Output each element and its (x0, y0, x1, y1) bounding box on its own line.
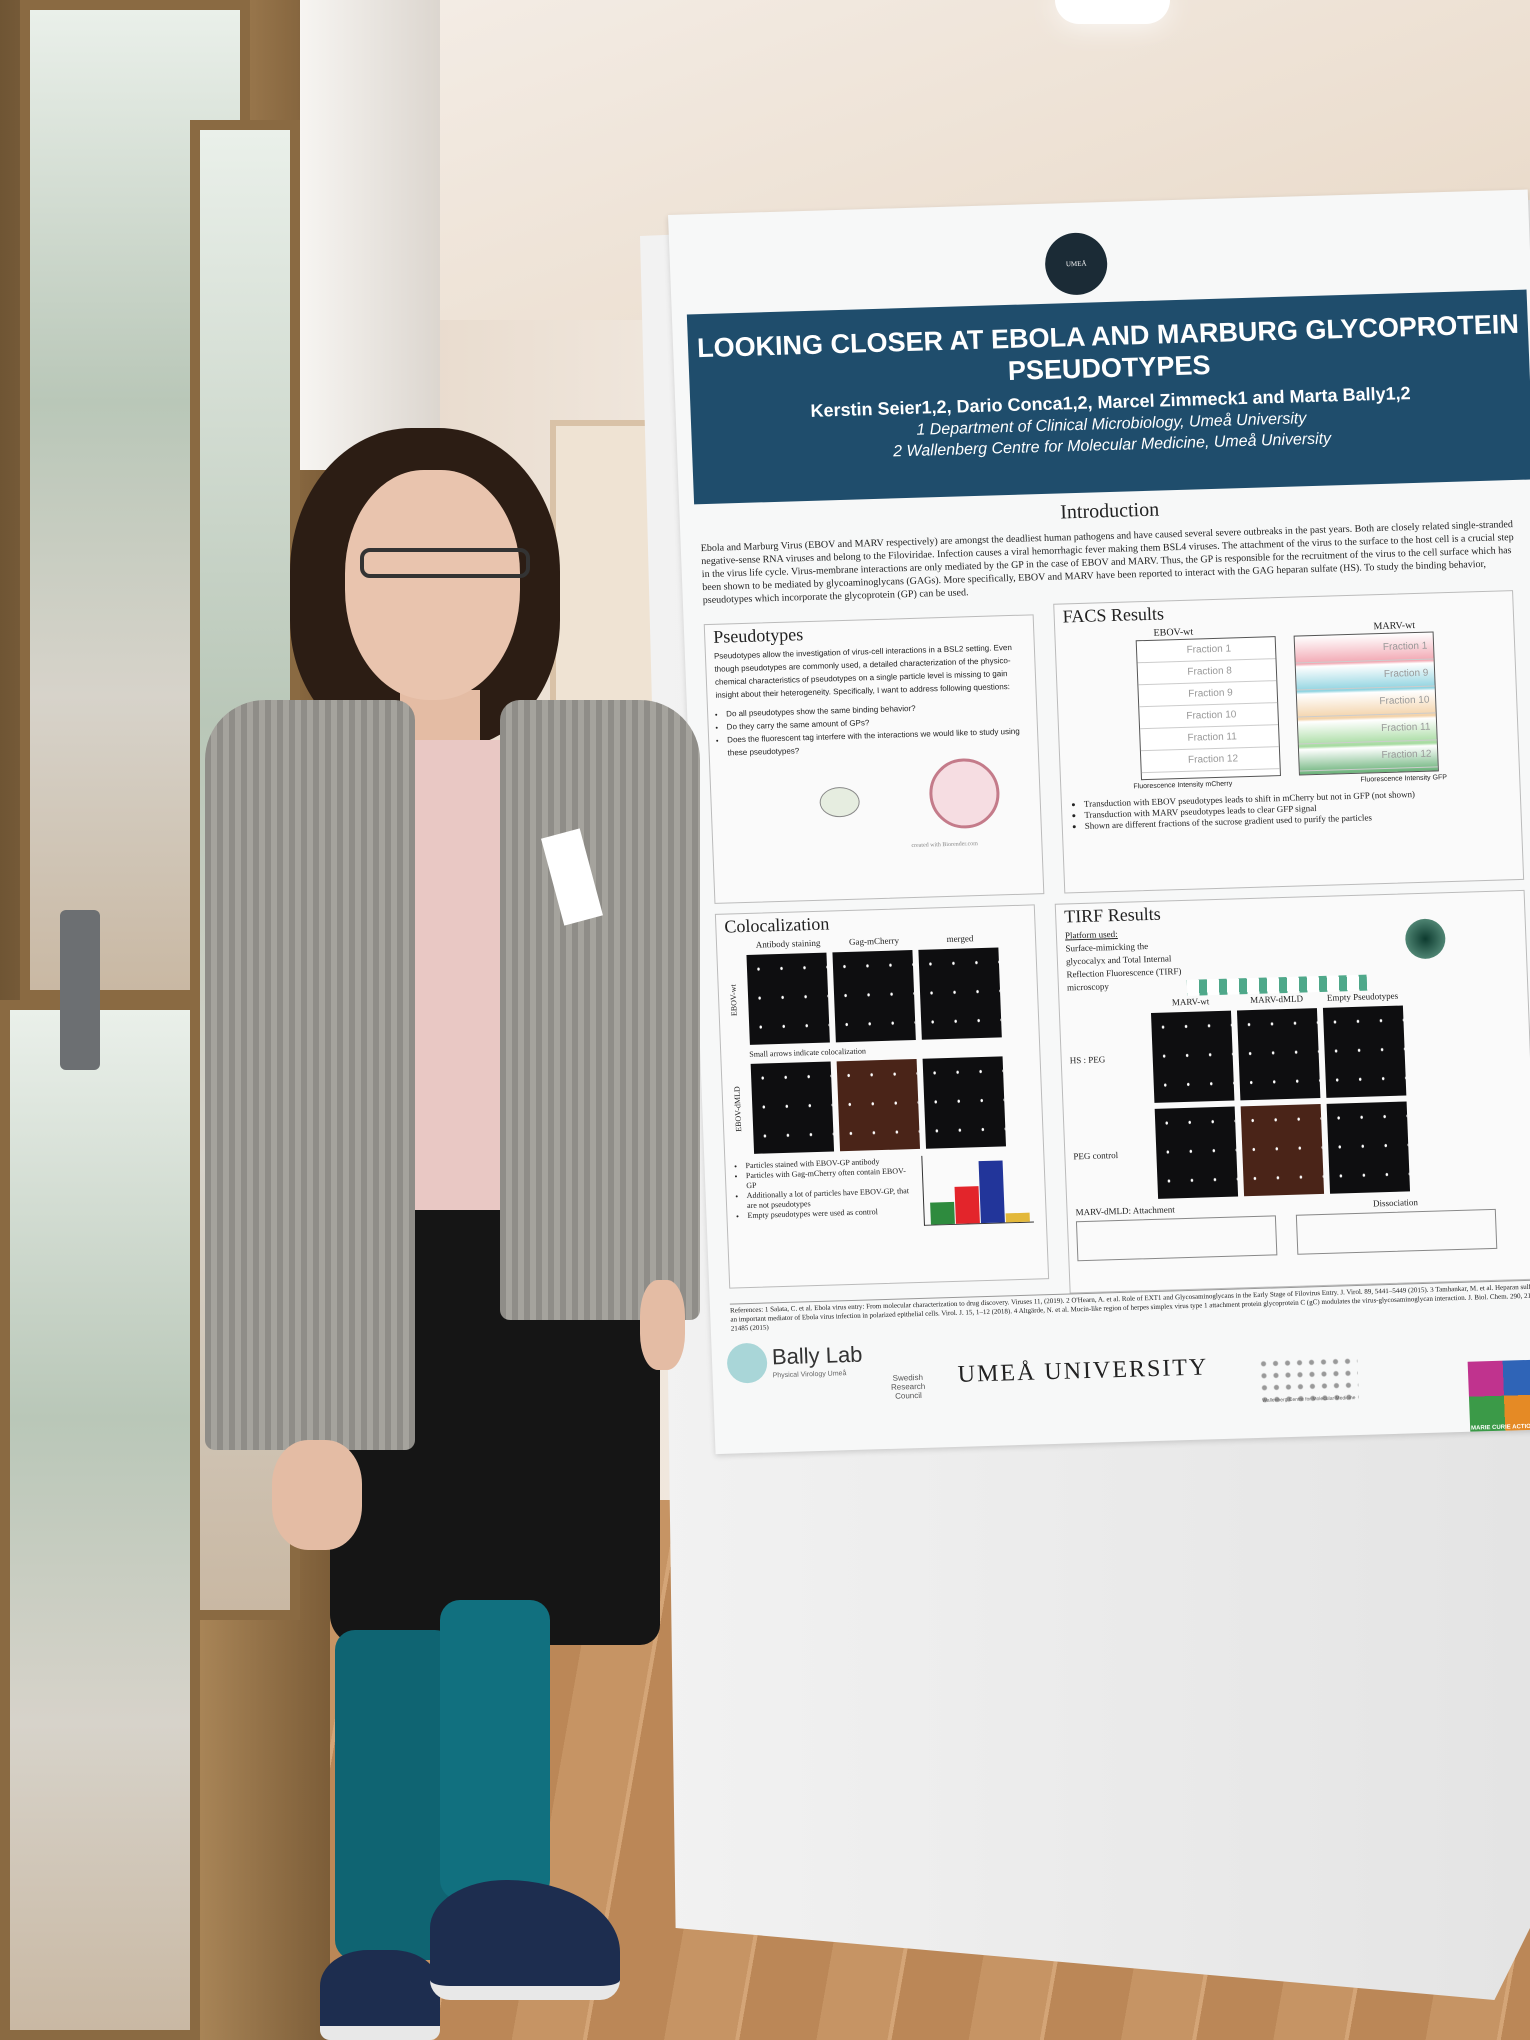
swedish-research-council-logo: Swedish Research Council (890, 1372, 926, 1401)
section-title: Colocalization (723, 913, 830, 937)
column-label: MARV-dMLD (1249, 993, 1304, 1006)
section-text: Pseudotypes allow the investigation of v… (713, 642, 1012, 700)
row-label: EBOV-wt (728, 984, 739, 1017)
glasses (360, 548, 530, 578)
micrograph (832, 950, 916, 1043)
marv-xlabel: Fluorescence Intensity GFP (1360, 774, 1448, 784)
person-hand (272, 1440, 362, 1550)
column-label: merged (946, 933, 974, 945)
umea-seal-logo: UMEÅ (1044, 232, 1109, 296)
person-face (345, 470, 520, 700)
micrograph (836, 1058, 921, 1152)
ebov-histogram: Fraction 1 Fraction 8 Fraction 9 Fraction 1… (1135, 636, 1281, 781)
bally-lab-logo-icon (726, 1342, 768, 1384)
tirf-section: TIRF Results Platform used: Surface-mimic… (1054, 889, 1530, 1294)
white-column (300, 0, 440, 470)
colocalization-section: Colocalization Antibody staining Gag-mChe… (714, 904, 1050, 1289)
micrograph (750, 1061, 835, 1154)
bar (1005, 1212, 1030, 1223)
wcmm-logo: Wallenberg Centre for Molecular Medicine (1257, 1355, 1360, 1404)
row-label: HS : PEG (1069, 1053, 1106, 1065)
row-label: EBOV-dMLD (732, 1086, 744, 1133)
sponsor-logos: Bally Lab Physical Virology Umeå Swedish… (726, 1319, 1530, 1474)
bar (930, 1201, 955, 1225)
dissociation-plot (1295, 1208, 1498, 1255)
row-label: PEG control (1073, 1149, 1119, 1161)
column-label: Empty Pseudotypes (1326, 990, 1399, 1003)
poster-header: LOOKING CLOSER AT EBOLA AND MARBURG GLYC… (686, 289, 1530, 505)
column-label: Antibody staining (755, 937, 821, 950)
bar (954, 1186, 980, 1224)
micrograph (746, 952, 830, 1045)
marv-label: MARV-wt (1373, 620, 1416, 633)
research-poster: UMEÅ LOOKING CLOSER AT EBOLA AND MARBURG… (668, 189, 1530, 1455)
bar (978, 1160, 1005, 1224)
platform-text: Surface-mimicking the glycocalyx and Tot… (1065, 941, 1182, 993)
pseudotypes-section: Pseudotypes Pseudotypes allow the invest… (703, 614, 1045, 904)
bally-lab-subtitle: Physical Virology Umeå (772, 1370, 847, 1380)
umea-university-logo: UMEÅ UNIVERSITY (957, 1354, 1209, 1388)
micrograph (1326, 1101, 1411, 1194)
teal-leggings (440, 1600, 550, 1900)
micrograph (1322, 1005, 1407, 1098)
ebov-label: EBOV-wt (1153, 626, 1194, 639)
gray-cardigan (205, 700, 415, 1450)
window-pane (0, 1000, 200, 2040)
marie-curie-logo: MARIE CURIE ACTIONS (1467, 1359, 1530, 1432)
virus-particle-diagram (1404, 918, 1447, 960)
gray-cardigan (500, 700, 700, 1320)
micrograph (922, 1056, 1007, 1149)
bally-lab-logo: Bally Lab (771, 1341, 863, 1370)
marv-histogram: Fraction 1 Fraction 9 Fraction 10 Fraction … (1293, 631, 1440, 776)
attachment-plot (1075, 1215, 1278, 1262)
micrograph (918, 947, 1002, 1040)
attachment-plot-title: MARV-dMLD: Attachment (1075, 1204, 1175, 1218)
ceiling-light (1055, 0, 1170, 24)
title-line2: PSEUDOTYPES (1007, 349, 1212, 386)
column-label: Gag-mCherry (848, 935, 900, 947)
micrograph (1240, 1103, 1325, 1197)
dissociation-plot-title: Dissociation (1372, 1197, 1419, 1209)
window-handle (60, 910, 100, 1070)
platform-label: Platform used: (1064, 928, 1118, 941)
teal-leggings (335, 1630, 455, 1960)
person-hand (640, 1280, 685, 1370)
facs-section: FACS Results EBOV-wt MARV-wt Fraction 1 Fr… (1053, 590, 1525, 894)
pseudotype-diagram: created with Biorender.com (718, 756, 1033, 855)
colocalization-bar-chart (921, 1152, 1034, 1226)
column-label: MARV-wt (1171, 996, 1210, 1008)
sneaker (320, 1950, 440, 2040)
glycocalyx-diagram (1184, 920, 1368, 996)
micrograph (1150, 1010, 1235, 1103)
section-title: Pseudotypes (712, 624, 804, 647)
micrograph (1236, 1008, 1321, 1101)
biorender-credit: created with Biorender.com (911, 841, 978, 850)
micrograph (1154, 1106, 1239, 1199)
